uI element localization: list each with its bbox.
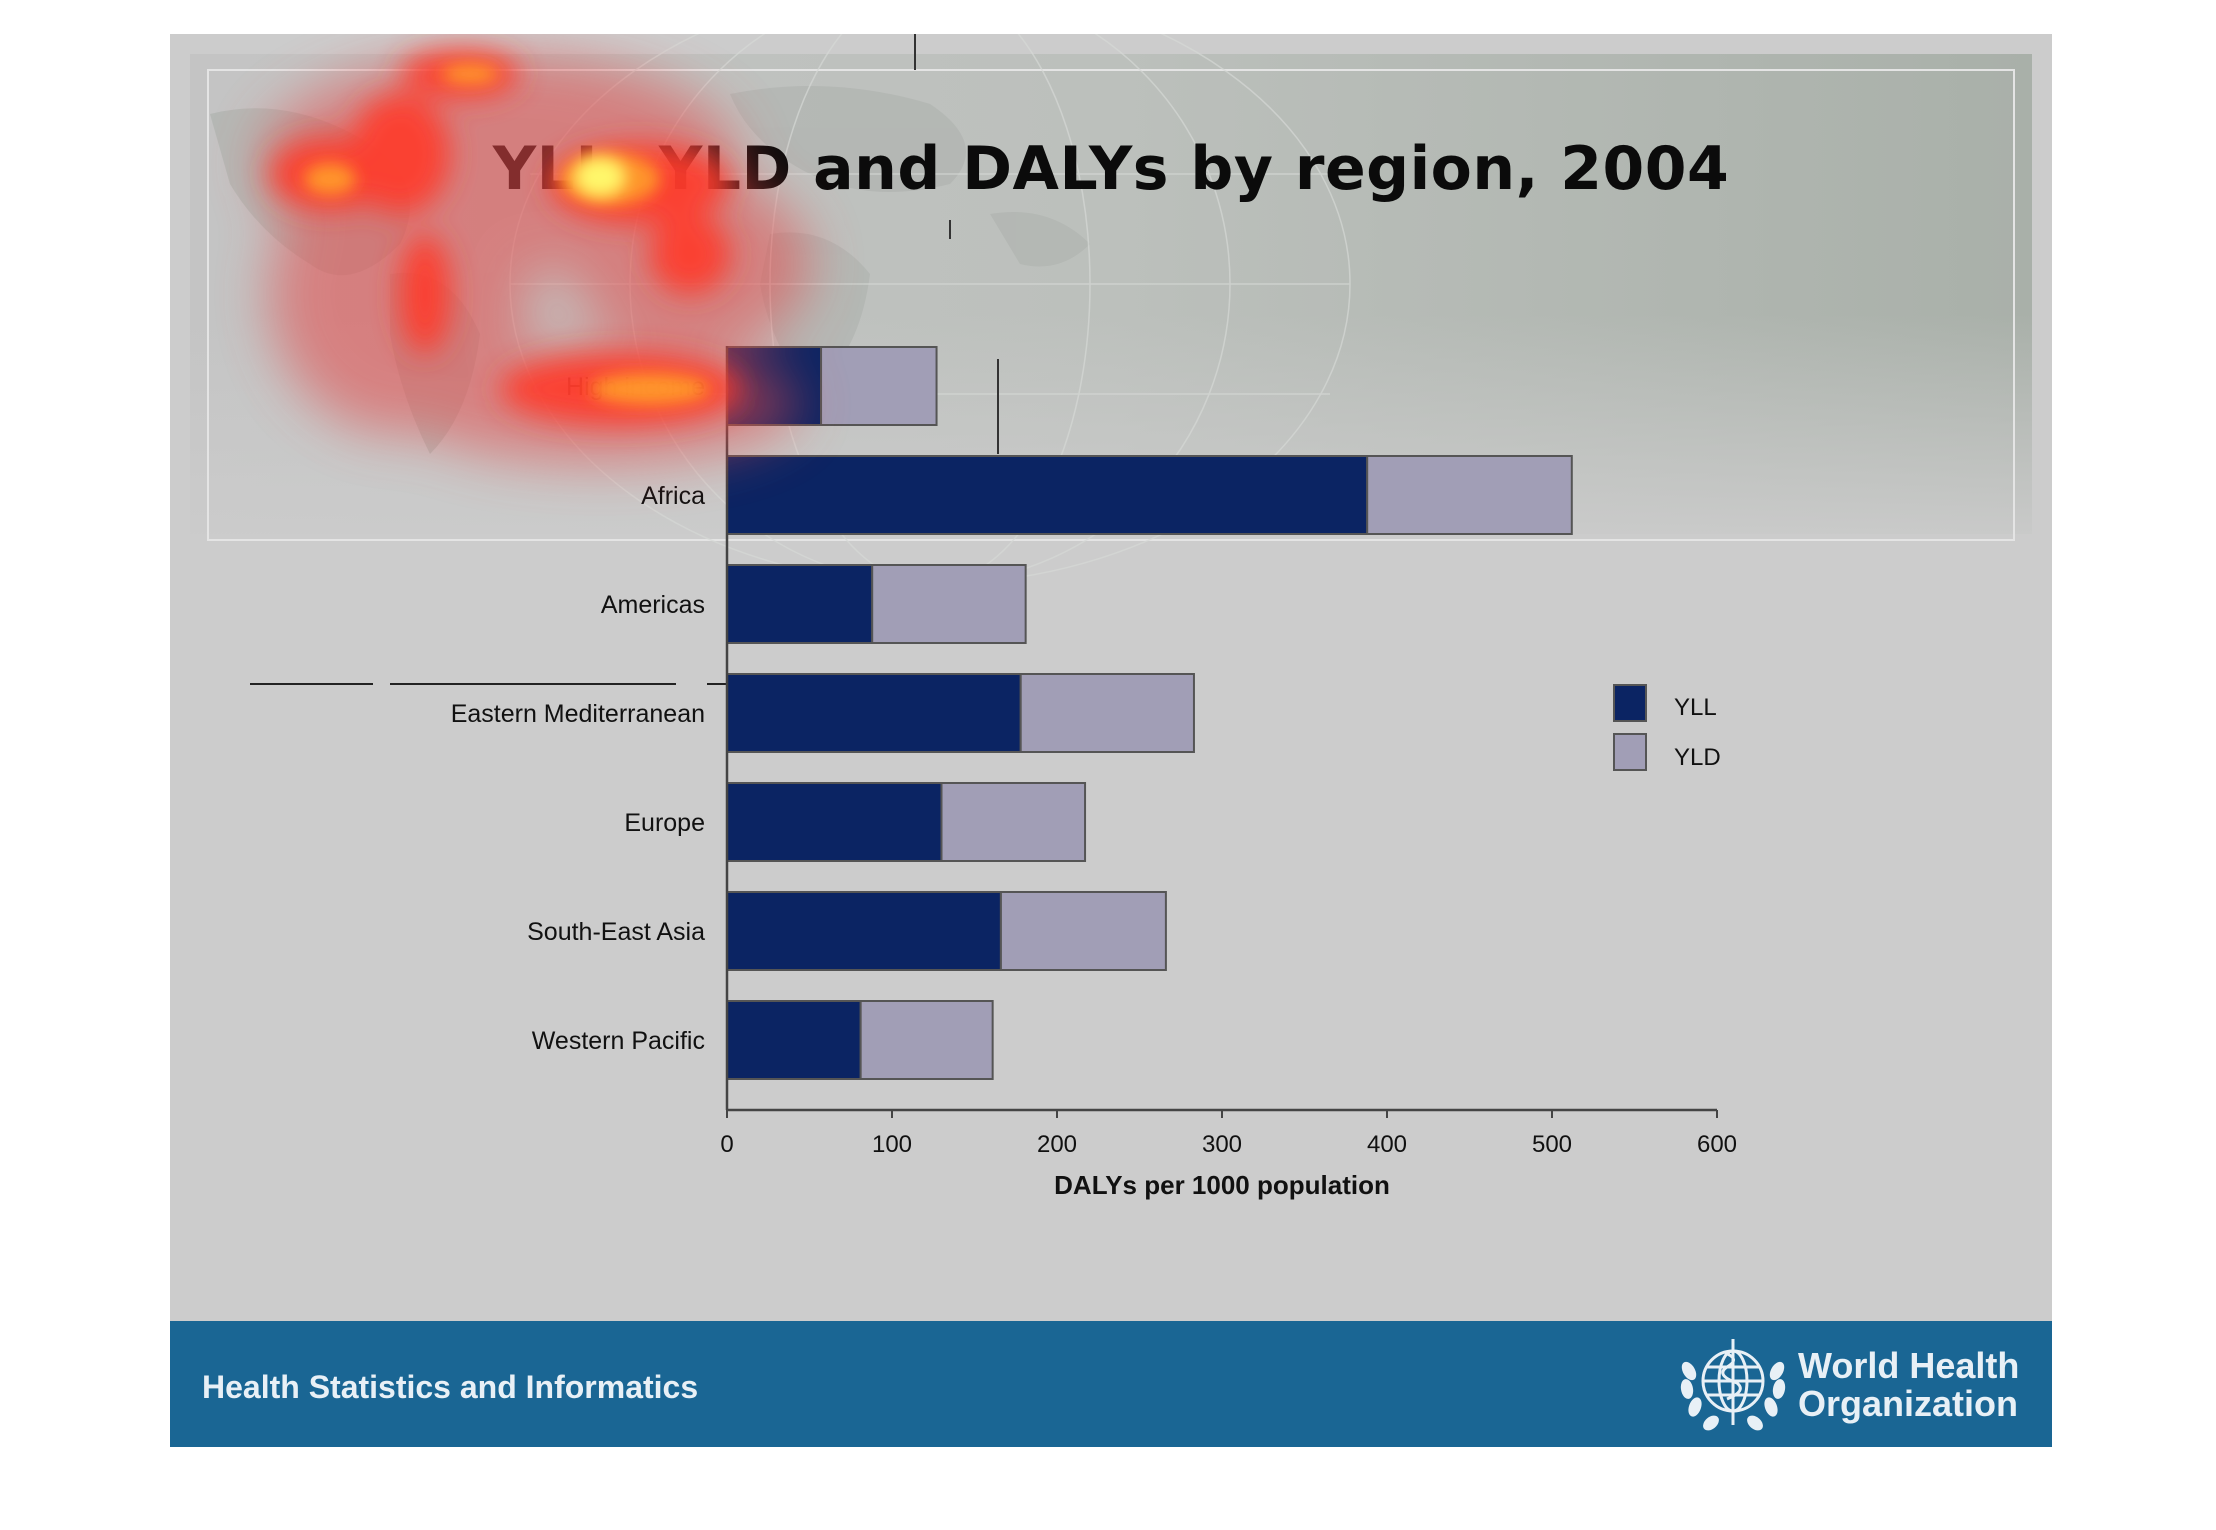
who-name-line1: World Health xyxy=(1798,1345,2020,1386)
x-tick-label: 200 xyxy=(1037,1131,1077,1158)
legend-label-yld: YLD xyxy=(1674,744,1721,771)
legend-swatch-yld xyxy=(1613,733,1647,771)
x-tick-label: 300 xyxy=(1202,1131,1242,1158)
category-label: Africa xyxy=(641,482,705,510)
slide: YLL, YLD and DALYs by region, 2004 0 100 2… xyxy=(170,34,2052,1447)
bar-yll-europe xyxy=(726,782,943,862)
x-tick-label: 100 xyxy=(872,1131,912,1158)
bar-yld-high-income xyxy=(820,346,938,426)
legend-label-yll: YLL xyxy=(1674,694,1717,721)
bar-yld-africa xyxy=(1366,455,1573,535)
category-label: Europe xyxy=(624,809,705,837)
slide-title: YLL, YLD and DALYs by region, 2004 xyxy=(492,134,1730,204)
stacked-bar-chart: 0 100 200 300 400 500 600 High income Africa Ame… xyxy=(451,346,1737,1200)
bars-layer xyxy=(726,346,1573,1080)
x-tick-label: 600 xyxy=(1697,1131,1737,1158)
footer-band: Health Statistics and Informatics xyxy=(170,1321,2052,1447)
bar-yld-americas xyxy=(871,564,1027,644)
who-name: World Health Organization xyxy=(1798,1347,2019,1423)
bar-yll-africa xyxy=(726,455,1369,535)
bar-yll-americas xyxy=(726,564,874,644)
category-label: Eastern Mediterranean xyxy=(451,700,705,728)
bar-yll-south-east-asia xyxy=(726,891,1002,971)
legend: YLL YLD xyxy=(1613,684,1721,771)
legend-swatch-yll xyxy=(1613,684,1647,722)
x-axis-title: DALYs per 1000 population xyxy=(1054,1170,1390,1200)
bar-yll-western-pacific xyxy=(726,1000,862,1080)
who-name-line2: Organization xyxy=(1798,1383,2019,1424)
bar-yld-western-pacific xyxy=(859,1000,994,1080)
category-label: Americas xyxy=(601,591,705,619)
bar-yll-eastern-mediterranean xyxy=(726,673,1022,753)
x-tick-label: 0 xyxy=(720,1131,733,1158)
bar-yld-europe xyxy=(940,782,1087,862)
category-label: Western Pacific xyxy=(532,1027,705,1055)
x-tick-label: 500 xyxy=(1532,1131,1572,1158)
footer-text: Health Statistics and Informatics xyxy=(202,1369,699,1405)
ticks-layer: 0 100 200 300 400 500 600 xyxy=(720,1110,1737,1158)
who-emblem-logo xyxy=(1680,1339,1786,1431)
category-labels-layer: High income Africa Americas Eastern Mediter… xyxy=(451,373,705,1055)
category-label: High income xyxy=(566,373,705,401)
x-tick-label: 400 xyxy=(1367,1131,1407,1158)
category-label: South-East Asia xyxy=(527,918,705,946)
bar-yll-high-income xyxy=(726,346,823,426)
bar-yld-south-east-asia xyxy=(999,891,1167,971)
bar-yld-eastern-mediterranean xyxy=(1019,673,1195,753)
